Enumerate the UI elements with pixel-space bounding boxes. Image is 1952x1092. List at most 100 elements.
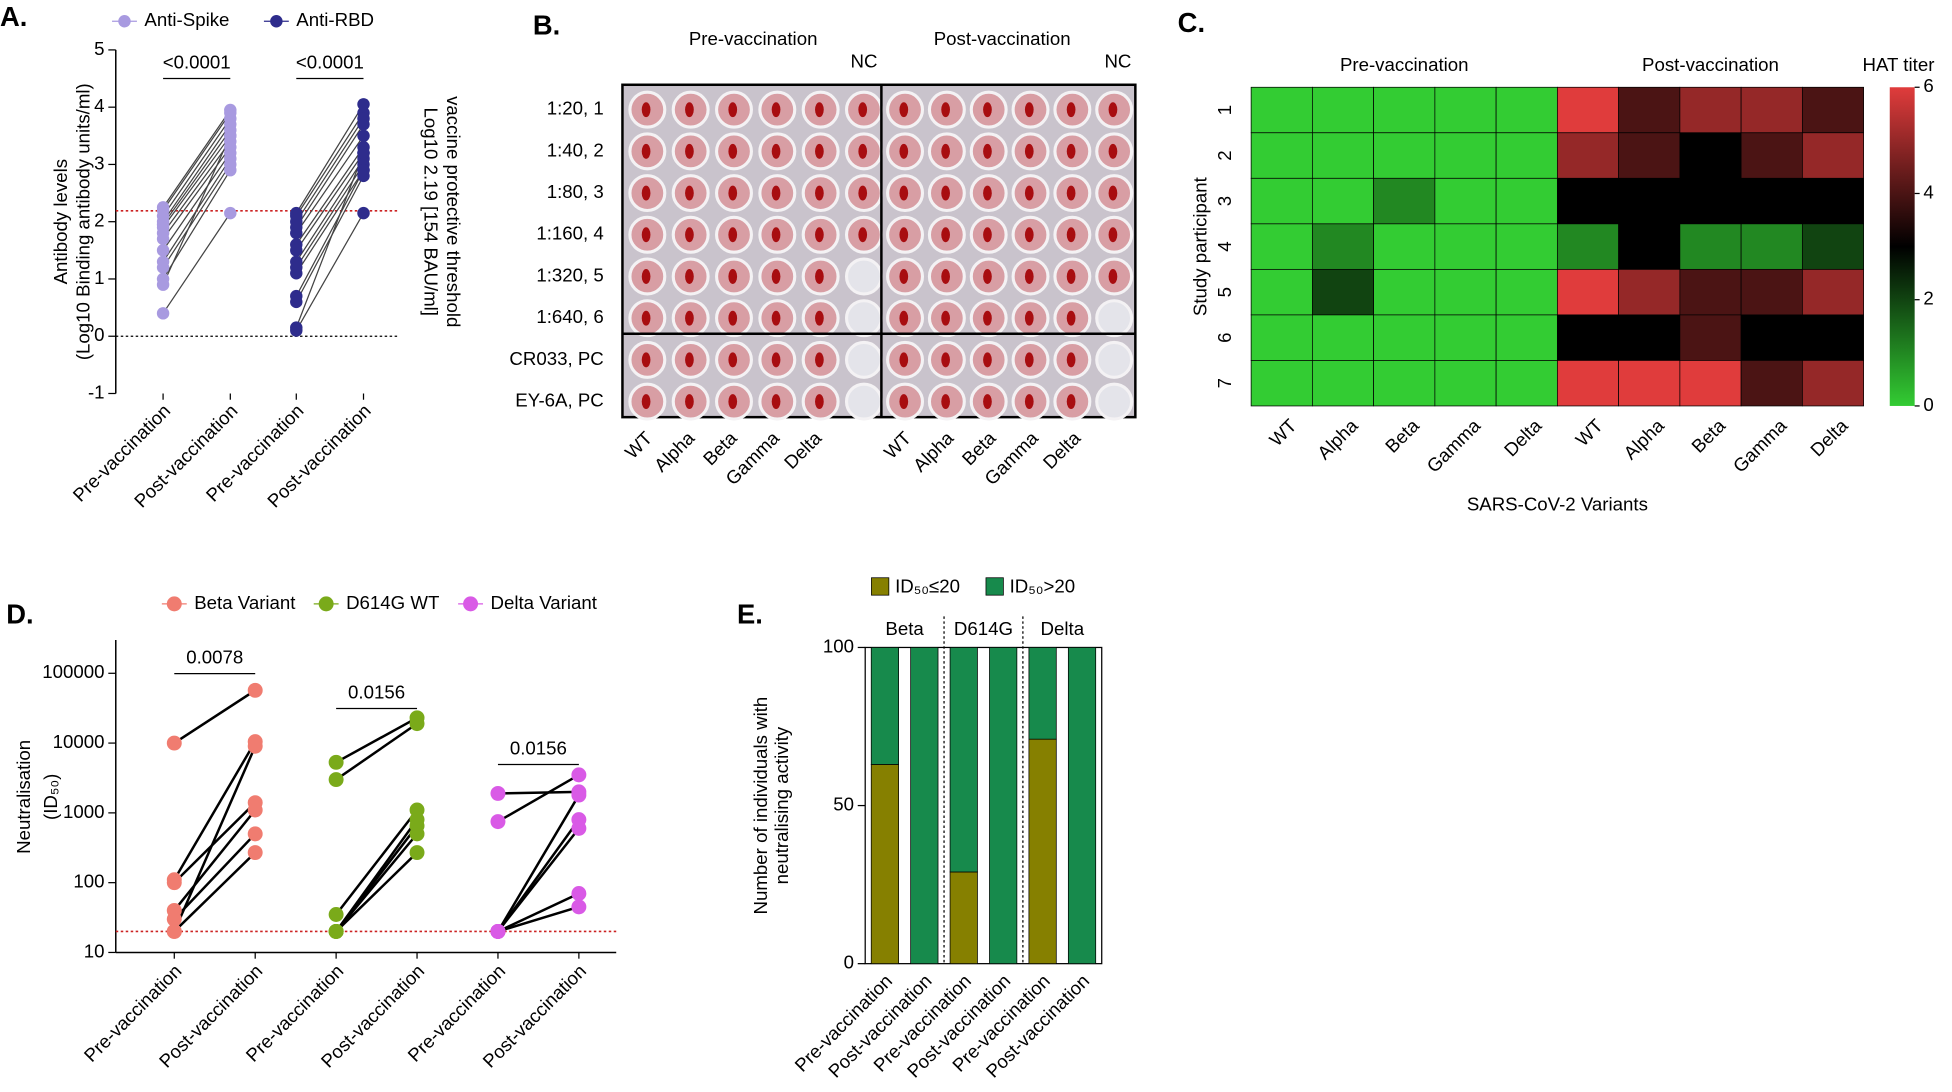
dot (409, 845, 425, 861)
well-pellet (1066, 143, 1076, 159)
dot (224, 206, 237, 220)
group-label: Post-vaccination (934, 28, 1071, 49)
heat-cell (1495, 86, 1558, 134)
y-tick-label: -1 (88, 381, 105, 402)
well-pellet (641, 394, 651, 410)
dot (357, 129, 370, 143)
row-label: 2 (1214, 150, 1235, 160)
pair-line (162, 129, 231, 225)
well-pellet (899, 310, 909, 326)
y-tick-label: 1 (94, 267, 104, 288)
dot (156, 307, 170, 320)
heat-cell (1434, 177, 1497, 225)
dot (156, 244, 170, 257)
legend-swatch (985, 577, 1004, 596)
bar-segment (949, 871, 978, 965)
p-value: <0.0001 (296, 52, 364, 73)
well-pellet (685, 352, 694, 368)
bar-segment (949, 647, 978, 873)
dot (247, 802, 263, 818)
well-pellet (685, 394, 694, 410)
dot (490, 785, 506, 801)
well-pellet (983, 102, 992, 118)
heat-cell (1801, 223, 1864, 270)
heat-cell (1311, 314, 1374, 361)
well-pellet (771, 227, 781, 243)
panel-label: C. (1178, 7, 1205, 38)
dot (409, 826, 425, 842)
heat-cell (1556, 360, 1619, 407)
heat-cell (1434, 86, 1497, 134)
row-label: 3 (1214, 196, 1235, 206)
well (844, 382, 883, 421)
column-label: Alpha (909, 427, 958, 476)
y-axis-label: Antibody levels (50, 159, 71, 284)
well-pellet (1024, 352, 1034, 368)
heat-cell (1679, 314, 1742, 361)
well-pellet (1024, 143, 1034, 159)
legend-marker (463, 596, 479, 612)
well-pellet (941, 310, 950, 326)
pair-line (335, 851, 418, 933)
heat-cell (1618, 223, 1681, 270)
dot (357, 98, 370, 111)
dot (328, 923, 344, 939)
pair-line (162, 123, 231, 223)
heat-cell (1311, 360, 1374, 407)
heat-cell (1801, 360, 1864, 407)
row-label: 1:20, 1 (547, 98, 604, 119)
pair-line (173, 851, 257, 933)
row-label: 5 (1214, 287, 1235, 297)
column-label: Alpha (650, 427, 699, 476)
well-pellet (641, 352, 651, 368)
dot (357, 146, 370, 160)
well-pellet (771, 185, 781, 201)
well-pellet (815, 102, 824, 118)
heat-cell (1311, 86, 1374, 134)
heat-cell (1556, 268, 1619, 316)
heat-cell (1679, 132, 1742, 179)
legend-label: ID₅₀>20 (1010, 576, 1076, 597)
y-tick-label: 100000 (42, 661, 104, 682)
dot (571, 787, 587, 803)
colorbar-label: HAT titer (1863, 54, 1935, 75)
well-pellet (1108, 102, 1118, 118)
well-pellet (771, 102, 781, 118)
dot (571, 820, 587, 836)
y-tick-label: 3 (94, 152, 104, 173)
well-pellet (685, 310, 694, 326)
y-axis-label: (Log10 Binding antibody units/ml) (73, 83, 94, 360)
p-value: 0.0156 (510, 737, 567, 758)
y-axis-label: Study participant (1189, 176, 1210, 316)
plot-frame (864, 646, 1103, 965)
heat-cell (1556, 177, 1619, 225)
group-label: Delta (1041, 618, 1085, 639)
well-pellet (1066, 310, 1076, 326)
heat-cell (1556, 314, 1619, 361)
well-pellet (685, 269, 694, 284)
pair-line (496, 794, 580, 933)
row-label: 6 (1214, 332, 1235, 342)
panel-label: B. (533, 10, 560, 41)
bar-segment (870, 764, 899, 965)
dot (357, 169, 370, 183)
group-label: Post-vaccination (1642, 54, 1779, 75)
pair-line (295, 135, 365, 234)
pair-line (162, 135, 231, 228)
dot (409, 716, 425, 732)
well-pellet (899, 102, 909, 118)
well-pellet (771, 352, 781, 368)
heat-cell (1618, 314, 1681, 361)
p-value: 0.0078 (186, 647, 243, 668)
panel-label: D. (6, 599, 33, 630)
heat-cell (1311, 177, 1374, 225)
row-label: 1:640, 6 (536, 306, 603, 327)
legend-label: Beta Variant (194, 592, 296, 613)
y-tick-label: 4 (94, 95, 104, 116)
pair-line (295, 169, 365, 274)
pair-line (295, 146, 365, 245)
well-pellet (983, 227, 992, 243)
y-tick-label: 1000 (63, 801, 105, 822)
column-label: Gamma (1729, 414, 1791, 476)
pair-line (335, 809, 419, 916)
